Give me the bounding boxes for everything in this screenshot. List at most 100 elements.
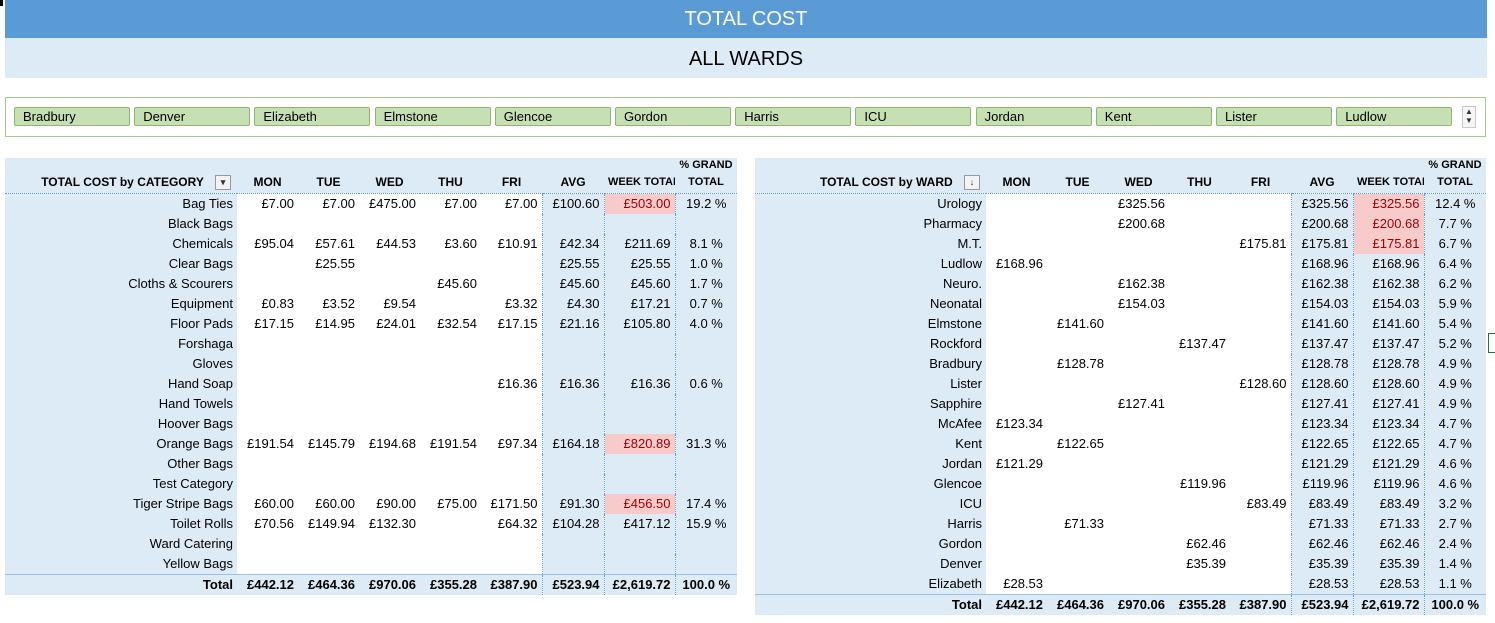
cell-tue[interactable]: [1047, 414, 1108, 434]
cell-fri[interactable]: £175.81: [1239, 236, 1287, 251]
cell-fri[interactable]: [1230, 554, 1291, 574]
cell-tue[interactable]: [298, 454, 359, 474]
cell-wed[interactable]: £90.00: [376, 496, 416, 511]
cell-week[interactable]: [603, 414, 676, 434]
cell-tue[interactable]: [1047, 334, 1108, 354]
cell-thu[interactable]: £45.60: [437, 276, 477, 291]
cell-pct[interactable]: [675, 534, 737, 554]
cell-pct[interactable]: 1.7 %: [675, 274, 737, 294]
total-fri[interactable]: £387.90: [1230, 594, 1291, 615]
cell-avg[interactable]: £121.29: [1290, 454, 1353, 474]
cell-mon[interactable]: £191.54: [247, 436, 294, 451]
cell-wed[interactable]: [1108, 434, 1169, 454]
row-label[interactable]: Denver: [755, 554, 986, 574]
cell-pct[interactable]: 7.7 %: [1424, 214, 1486, 234]
cell-pct[interactable]: 6.4 %: [1424, 254, 1486, 274]
cell-tue[interactable]: [298, 534, 359, 554]
cell-fri[interactable]: [1230, 194, 1291, 215]
total-mon[interactable]: £442.12: [986, 594, 1047, 615]
cell-wed[interactable]: [359, 214, 420, 234]
cell-fri[interactable]: £17.15: [497, 316, 538, 331]
ward-header[interactable]: TOTAL COST by WARD ↓: [755, 172, 986, 194]
cell-tue[interactable]: [298, 414, 359, 434]
cell-mon[interactable]: £60.00: [254, 496, 294, 511]
cell-week[interactable]: £121.29: [1352, 454, 1425, 474]
cell-mon[interactable]: [237, 374, 298, 394]
row-label[interactable]: Elmstone: [755, 314, 986, 334]
cell-pct[interactable]: 6.7 %: [1424, 234, 1486, 254]
cell-thu[interactable]: [420, 354, 481, 374]
row-label[interactable]: Floor Pads: [5, 314, 237, 334]
cell-avg[interactable]: £45.60: [541, 274, 604, 294]
slicer-item-elizabeth[interactable]: Elizabeth: [254, 107, 371, 126]
cell-pct[interactable]: [675, 394, 737, 414]
slicer-item-bradbury[interactable]: Bradbury: [14, 107, 130, 126]
cell-mon[interactable]: [986, 494, 1047, 514]
cell-week[interactable]: £127.41: [1352, 394, 1425, 414]
cell-tue[interactable]: [1047, 374, 1108, 394]
cell-week[interactable]: £175.81: [1352, 234, 1425, 254]
cell-mon[interactable]: [986, 294, 1047, 314]
cell-mon[interactable]: [986, 514, 1047, 534]
row-label[interactable]: Jordan: [755, 454, 986, 474]
row-label[interactable]: Gloves: [5, 354, 237, 374]
cell-week[interactable]: £35.39: [1352, 554, 1425, 574]
cell-thu[interactable]: £191.54: [430, 436, 477, 451]
cell-avg[interactable]: £164.18: [541, 434, 604, 454]
row-label[interactable]: McAfee: [755, 414, 986, 434]
cell-fri[interactable]: [481, 214, 542, 234]
cell-mon[interactable]: [237, 534, 298, 554]
cell-thu[interactable]: £137.47: [1179, 336, 1226, 351]
cell-fri[interactable]: [1230, 454, 1291, 474]
cell-tue[interactable]: [1047, 534, 1108, 554]
cell-week[interactable]: [603, 354, 676, 374]
cell-wed[interactable]: [359, 354, 420, 374]
cell-tue[interactable]: [1047, 214, 1108, 234]
cell-fri[interactable]: [1230, 514, 1291, 534]
cell-week[interactable]: £162.38: [1352, 274, 1425, 294]
cell-avg[interactable]: £123.34: [1290, 414, 1353, 434]
cell-week[interactable]: £137.47: [1352, 334, 1425, 354]
cell-wed[interactable]: [359, 554, 420, 575]
cell-avg[interactable]: £28.53: [1290, 574, 1353, 595]
cell-fri[interactable]: £7.00: [504, 196, 538, 211]
row-label[interactable]: Forshaga: [5, 334, 237, 354]
cell-avg[interactable]: £16.36: [541, 374, 604, 394]
cell-pct[interactable]: [675, 474, 737, 494]
cell-avg[interactable]: £119.96: [1290, 474, 1353, 494]
cell-thu[interactable]: [1169, 414, 1230, 434]
cell-thu[interactable]: [1169, 314, 1230, 334]
slicer-item-kent[interactable]: Kent: [1095, 107, 1212, 126]
cell-avg[interactable]: £162.38: [1290, 274, 1353, 294]
cell-wed[interactable]: [1108, 354, 1169, 374]
cell-fri[interactable]: £64.32: [497, 516, 538, 531]
cell-avg[interactable]: £137.47: [1290, 334, 1353, 354]
cell-mon[interactable]: [237, 554, 298, 575]
total-thu[interactable]: £355.28: [420, 574, 481, 595]
cell-week[interactable]: [603, 334, 676, 354]
cell-fri[interactable]: £3.32: [504, 296, 538, 311]
cell-wed[interactable]: £200.68: [1118, 216, 1165, 231]
cell-tue[interactable]: [1047, 274, 1108, 294]
cell-fri[interactable]: [481, 354, 542, 374]
cell-week[interactable]: £456.50: [603, 494, 676, 514]
cell-wed[interactable]: [1108, 414, 1169, 434]
cell-avg[interactable]: [541, 534, 604, 554]
cell-week[interactable]: £820.89: [603, 434, 676, 454]
cell-wed[interactable]: £44.53: [376, 236, 416, 251]
cell-mon[interactable]: £28.53: [1003, 576, 1043, 591]
row-label[interactable]: Lister: [755, 374, 986, 394]
cell-mon[interactable]: [986, 474, 1047, 494]
cell-thu[interactable]: [1169, 294, 1230, 314]
cell-pct[interactable]: 5.2 %: [1424, 334, 1486, 354]
row-label[interactable]: Chemicals: [5, 234, 237, 254]
cell-wed[interactable]: [1108, 494, 1169, 514]
cell-tue[interactable]: [298, 374, 359, 394]
cell-thu[interactable]: [420, 294, 481, 314]
cell-wed[interactable]: [1108, 454, 1169, 474]
cell-fri[interactable]: £16.36: [497, 376, 538, 391]
cell-week[interactable]: £71.33: [1352, 514, 1425, 534]
cell-mon[interactable]: £70.56: [254, 516, 294, 531]
cell-week[interactable]: £417.12: [603, 514, 676, 534]
cell-thu[interactable]: [1169, 514, 1230, 534]
